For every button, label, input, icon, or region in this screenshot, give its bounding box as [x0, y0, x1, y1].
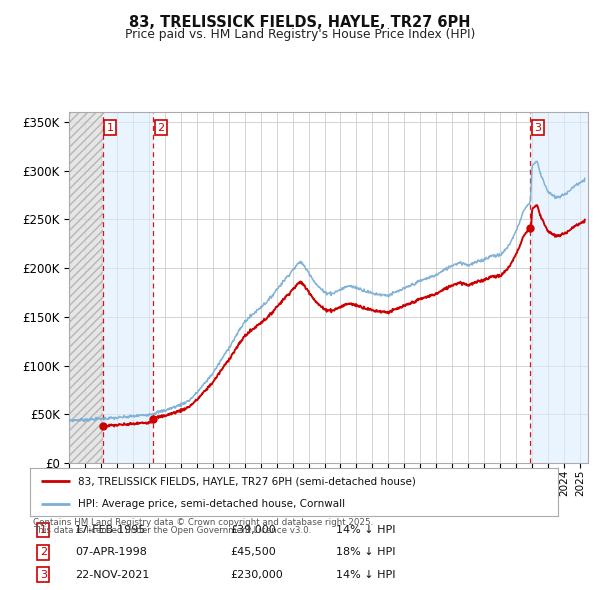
Text: 22-NOV-2021: 22-NOV-2021 — [75, 569, 149, 579]
Bar — [69, 112, 103, 463]
Bar — [530, 112, 588, 463]
Text: 3: 3 — [535, 123, 541, 133]
Text: This data is licensed under the Open Government Licence v3.0.: This data is licensed under the Open Gov… — [33, 526, 311, 535]
Text: Contains HM Land Registry data © Crown copyright and database right 2025.: Contains HM Land Registry data © Crown c… — [33, 519, 373, 527]
Text: 1: 1 — [107, 123, 114, 133]
Text: 07-APR-1998: 07-APR-1998 — [75, 548, 147, 557]
Text: HPI: Average price, semi-detached house, Cornwall: HPI: Average price, semi-detached house,… — [77, 499, 344, 509]
Bar — [103, 112, 153, 463]
Text: 83, TRELISSICK FIELDS, HAYLE, TR27 6PH (semi-detached house): 83, TRELISSICK FIELDS, HAYLE, TR27 6PH (… — [77, 476, 415, 486]
Text: 83, TRELISSICK FIELDS, HAYLE, TR27 6PH: 83, TRELISSICK FIELDS, HAYLE, TR27 6PH — [129, 15, 471, 30]
Text: £230,000: £230,000 — [230, 569, 283, 579]
Text: £45,500: £45,500 — [230, 548, 277, 557]
Text: 14% ↓ HPI: 14% ↓ HPI — [336, 525, 396, 535]
Text: 17-FEB-1995: 17-FEB-1995 — [75, 525, 146, 535]
Text: £39,000: £39,000 — [230, 525, 277, 535]
Text: Price paid vs. HM Land Registry's House Price Index (HPI): Price paid vs. HM Land Registry's House … — [125, 28, 475, 41]
Text: 14% ↓ HPI: 14% ↓ HPI — [336, 569, 396, 579]
Text: 18% ↓ HPI: 18% ↓ HPI — [336, 548, 396, 557]
Text: 2: 2 — [157, 123, 164, 133]
Text: 2: 2 — [40, 548, 47, 557]
Text: 1: 1 — [40, 525, 47, 535]
Text: 3: 3 — [40, 569, 47, 579]
